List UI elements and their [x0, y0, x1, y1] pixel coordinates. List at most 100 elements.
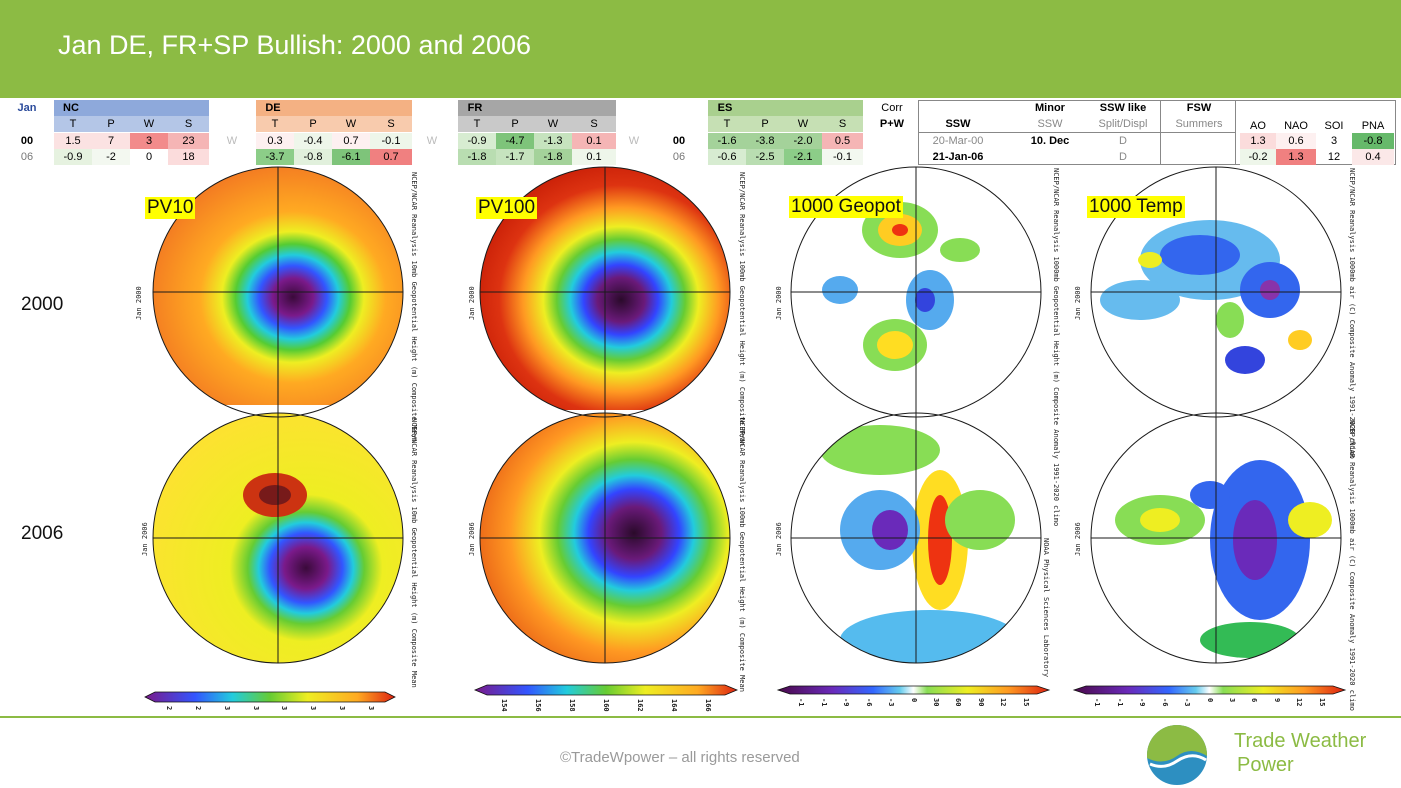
nc-col: W: [130, 116, 168, 132]
minor-val: 10. Dec: [1030, 135, 1070, 147]
side-date: Jan 2006: [1074, 522, 1082, 556]
fr-col: T: [458, 116, 496, 132]
copyright-text: ©TradeWpower – all rights reserved: [560, 749, 800, 766]
es-val: 0.5: [822, 133, 863, 149]
brand-logo-icon: [1147, 725, 1207, 785]
side-date: Jan 2000: [775, 286, 783, 320]
colorbar-tick-label: -1: [797, 698, 806, 707]
de-val: -3.7: [256, 149, 294, 165]
colorbar-tick-label: -1: [819, 698, 828, 707]
colorbar-tick-label: -6: [864, 698, 873, 707]
colorbar-tick-label: 0: [909, 698, 918, 703]
colorbar-tick-label: -1: [1115, 698, 1124, 707]
de-val: -0.1: [370, 133, 412, 149]
colorbar-tick-label: 15: [1021, 698, 1030, 707]
panel-label-pv100: PV100: [476, 197, 538, 219]
idx-col: SOI: [1324, 120, 1344, 132]
colorbar-tick-label: 3: [280, 706, 289, 711]
de-val: 0.7: [370, 149, 412, 165]
map-overlays: [152, 166, 1342, 664]
fr-col: W: [534, 116, 572, 132]
colorbar-tick-label: 12: [999, 698, 1008, 707]
es-col: W: [784, 116, 822, 132]
idx-col: PNA: [1361, 120, 1385, 132]
side-date: Jan 2006: [775, 522, 783, 556]
de-val: -0.4: [294, 133, 332, 149]
nc-col: P: [92, 116, 130, 132]
year-06: 06: [672, 151, 686, 163]
page-title: Jan DE, FR+SP Bullish: 2000 and 2006: [58, 30, 532, 60]
w-mark: W: [226, 135, 238, 147]
colorbar-tick-label: 12: [1295, 698, 1304, 707]
colorbar-tick-label: 3: [1227, 698, 1236, 703]
fsw-vline: [1160, 100, 1161, 165]
es-val: -0.1: [822, 149, 863, 165]
map-caption: NCEP/NCAR Reanalysis 1000mb air (C) Comp…: [1348, 420, 1356, 711]
stats-table: Jan NC T P W S 00 06 1.5 7 3 23 -0.9 -2 …: [0, 100, 1401, 166]
fr-header: [458, 100, 616, 116]
es-val: -0.6: [708, 149, 746, 165]
idx-col: AO: [1250, 120, 1266, 132]
es-header: [708, 100, 863, 116]
es-name: ES: [717, 102, 733, 114]
footer-divider: [0, 716, 1401, 718]
nc-name: NC: [63, 102, 79, 114]
idx-val: 0.6: [1276, 133, 1316, 149]
side-date: Jan 2000: [1074, 286, 1082, 320]
side-date: Jan 2006: [468, 522, 476, 556]
colorbar-tick-label: 30: [931, 698, 940, 707]
fr-col: S: [572, 116, 616, 132]
nc-val: 1.5: [54, 133, 92, 149]
w-mark: W: [426, 135, 438, 147]
colorbar-tick-label: 60: [954, 698, 963, 707]
fr-val: -1.3: [534, 133, 572, 149]
ssw-val: 21-Jan-06: [932, 151, 984, 163]
de-col: S: [370, 116, 412, 132]
title-bar: Jan DE, FR+SP Bullish: 2000 and 2006: [0, 0, 1401, 98]
sswlike-val: D: [1119, 135, 1127, 147]
de-val: -6.1: [332, 149, 370, 165]
de-val: 0.7: [332, 133, 370, 149]
fsw-h1: FSW: [1186, 102, 1212, 114]
colorbar-tick-label: -3: [887, 698, 896, 707]
nc-col: T: [54, 116, 92, 132]
brand-line-1: Trade Weather: [1234, 730, 1367, 752]
colorbar-pv10: [144, 691, 396, 703]
colorbar-temp: [1072, 685, 1347, 695]
colorbar-tick-label: -9: [1138, 698, 1147, 707]
year-06: 06: [20, 151, 34, 163]
colorbar-tick-label: 3: [251, 706, 260, 711]
idx-val: 0.4: [1352, 149, 1394, 165]
colorbar-tick-label: 166: [704, 699, 712, 712]
de-val: 0.3: [256, 133, 294, 149]
map-caption: NCEP/NCAR Reanalysis 10mb Geopotential H…: [410, 172, 418, 442]
colorbar-pv100: [473, 684, 739, 696]
es-val: -3.8: [746, 133, 784, 149]
fr-val: -4.7: [496, 133, 534, 149]
colorbar-tick-label: 2: [165, 706, 174, 711]
nc-header: [54, 100, 209, 116]
corr-pw-label: P+W: [879, 118, 905, 130]
sswlike-h1: SSW like: [1099, 102, 1147, 114]
colorbar-tick-label: 158: [568, 699, 576, 712]
side-date: Jan 2000: [135, 286, 143, 320]
colorbar-tick-label: 3: [337, 706, 346, 711]
colorbar-tick-label: 90: [976, 698, 985, 707]
fr-col: P: [496, 116, 534, 132]
panel-label-temp: 1000 Temp: [1087, 196, 1185, 218]
colorbar-tick-label: 160: [602, 699, 610, 712]
es-col: T: [708, 116, 746, 132]
colorbar-tick-label: 154: [500, 699, 508, 712]
colorbar-tick-label: 156: [534, 699, 542, 712]
es-col: S: [822, 116, 863, 132]
nc-val: 0: [130, 149, 168, 165]
year-00: 00: [672, 135, 686, 147]
side-date: Jan 2000: [468, 286, 476, 320]
idx-val: 3: [1330, 135, 1338, 147]
w-mark: W: [628, 135, 640, 147]
fr-val: -1.7: [496, 149, 534, 165]
idx-val: -0.2: [1240, 149, 1276, 165]
fsw-h2: Summers: [1175, 118, 1223, 130]
colorbar-tick-label: -3: [1183, 698, 1192, 707]
colorbar-tick-label: 3: [309, 706, 318, 711]
